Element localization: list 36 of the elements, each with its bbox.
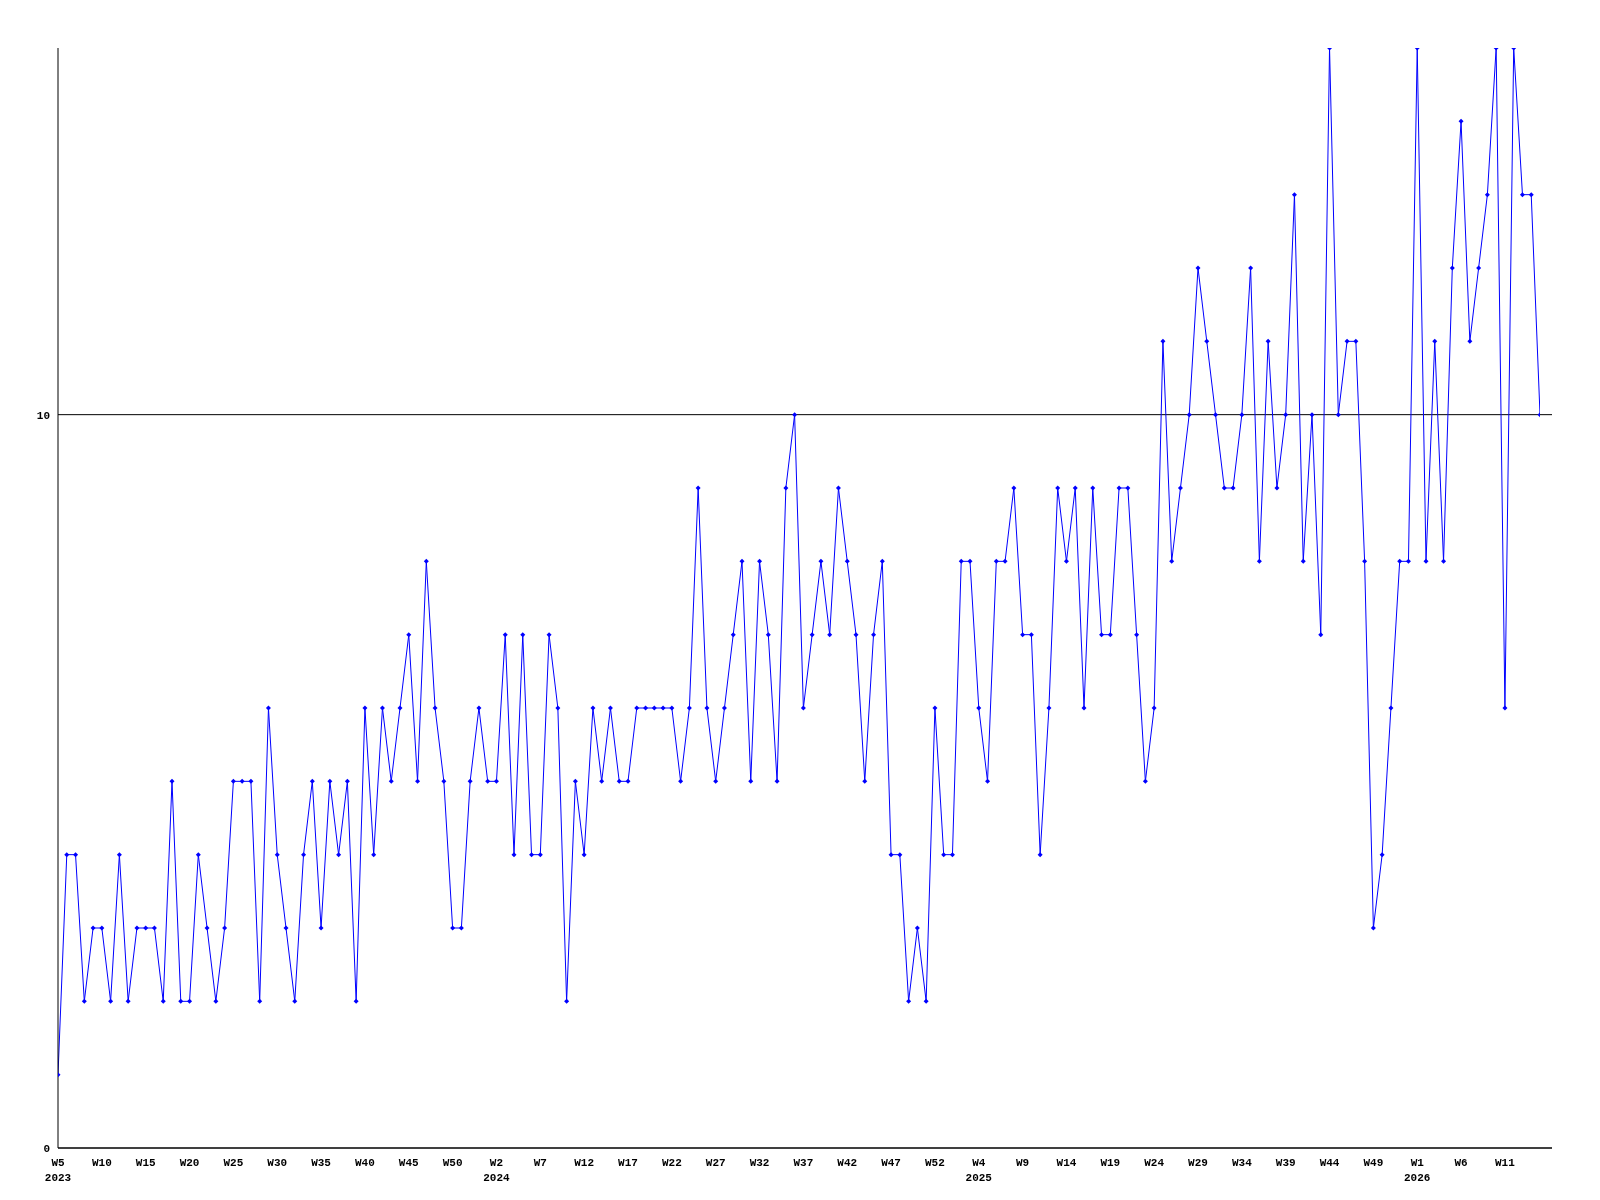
x-tick-label: W29 <box>1188 1157 1208 1169</box>
x-tick-label: W2 2024 <box>483 1157 511 1184</box>
x-tick-label: W39 <box>1275 1157 1296 1169</box>
x-tick-label: W17 <box>618 1157 638 1169</box>
x-tick-label: W10 <box>91 1157 112 1169</box>
x-tick-label: W40 <box>355 1157 375 1169</box>
x-tick-label: W50 <box>442 1157 463 1169</box>
x-tick-label: W19 <box>1100 1157 1121 1169</box>
x-tick-label: W20 <box>179 1157 200 1169</box>
x-tick-label: W42 <box>837 1157 858 1169</box>
x-tick-label: W22 <box>661 1157 682 1169</box>
x-tick-label: W30 <box>267 1157 288 1169</box>
x-tick-label: W5 2023 <box>44 1157 72 1184</box>
x-tick-label: W49 <box>1363 1157 1384 1169</box>
x-tick-label: W11 <box>1495 1157 1516 1169</box>
x-tick-label: W45 <box>398 1157 420 1169</box>
y-tick-label: 0 <box>43 1142 50 1155</box>
x-tick-label: W4 2025 <box>965 1157 993 1184</box>
x-tick-label: W27 <box>705 1157 726 1169</box>
x-tick-label: W34 <box>1231 1157 1253 1169</box>
x-tick-label: W44 <box>1319 1157 1340 1169</box>
x-tick-label: W47 <box>881 1157 901 1169</box>
x-tick-label: W24 <box>1144 1157 1165 1169</box>
x-tick-label: W9 <box>1016 1157 1030 1169</box>
x-tick-label: W7 <box>533 1157 547 1169</box>
x-tick-label: W52 <box>925 1157 945 1169</box>
x-tick-label: W14 <box>1056 1157 1077 1169</box>
x-tick-label: W6 <box>1454 1157 1468 1169</box>
x-tick-label: W15 <box>135 1157 156 1169</box>
x-tick-label: W25 <box>223 1157 244 1169</box>
x-tick-label: W35 <box>311 1157 332 1169</box>
x-tick-label: W32 <box>749 1157 770 1169</box>
y-tick-label: 10 <box>36 409 50 422</box>
x-tick-label: W37 <box>793 1157 814 1169</box>
x-tick-label: W12 <box>574 1157 595 1169</box>
x-tick-label: W1 2026 <box>1404 1157 1431 1184</box>
